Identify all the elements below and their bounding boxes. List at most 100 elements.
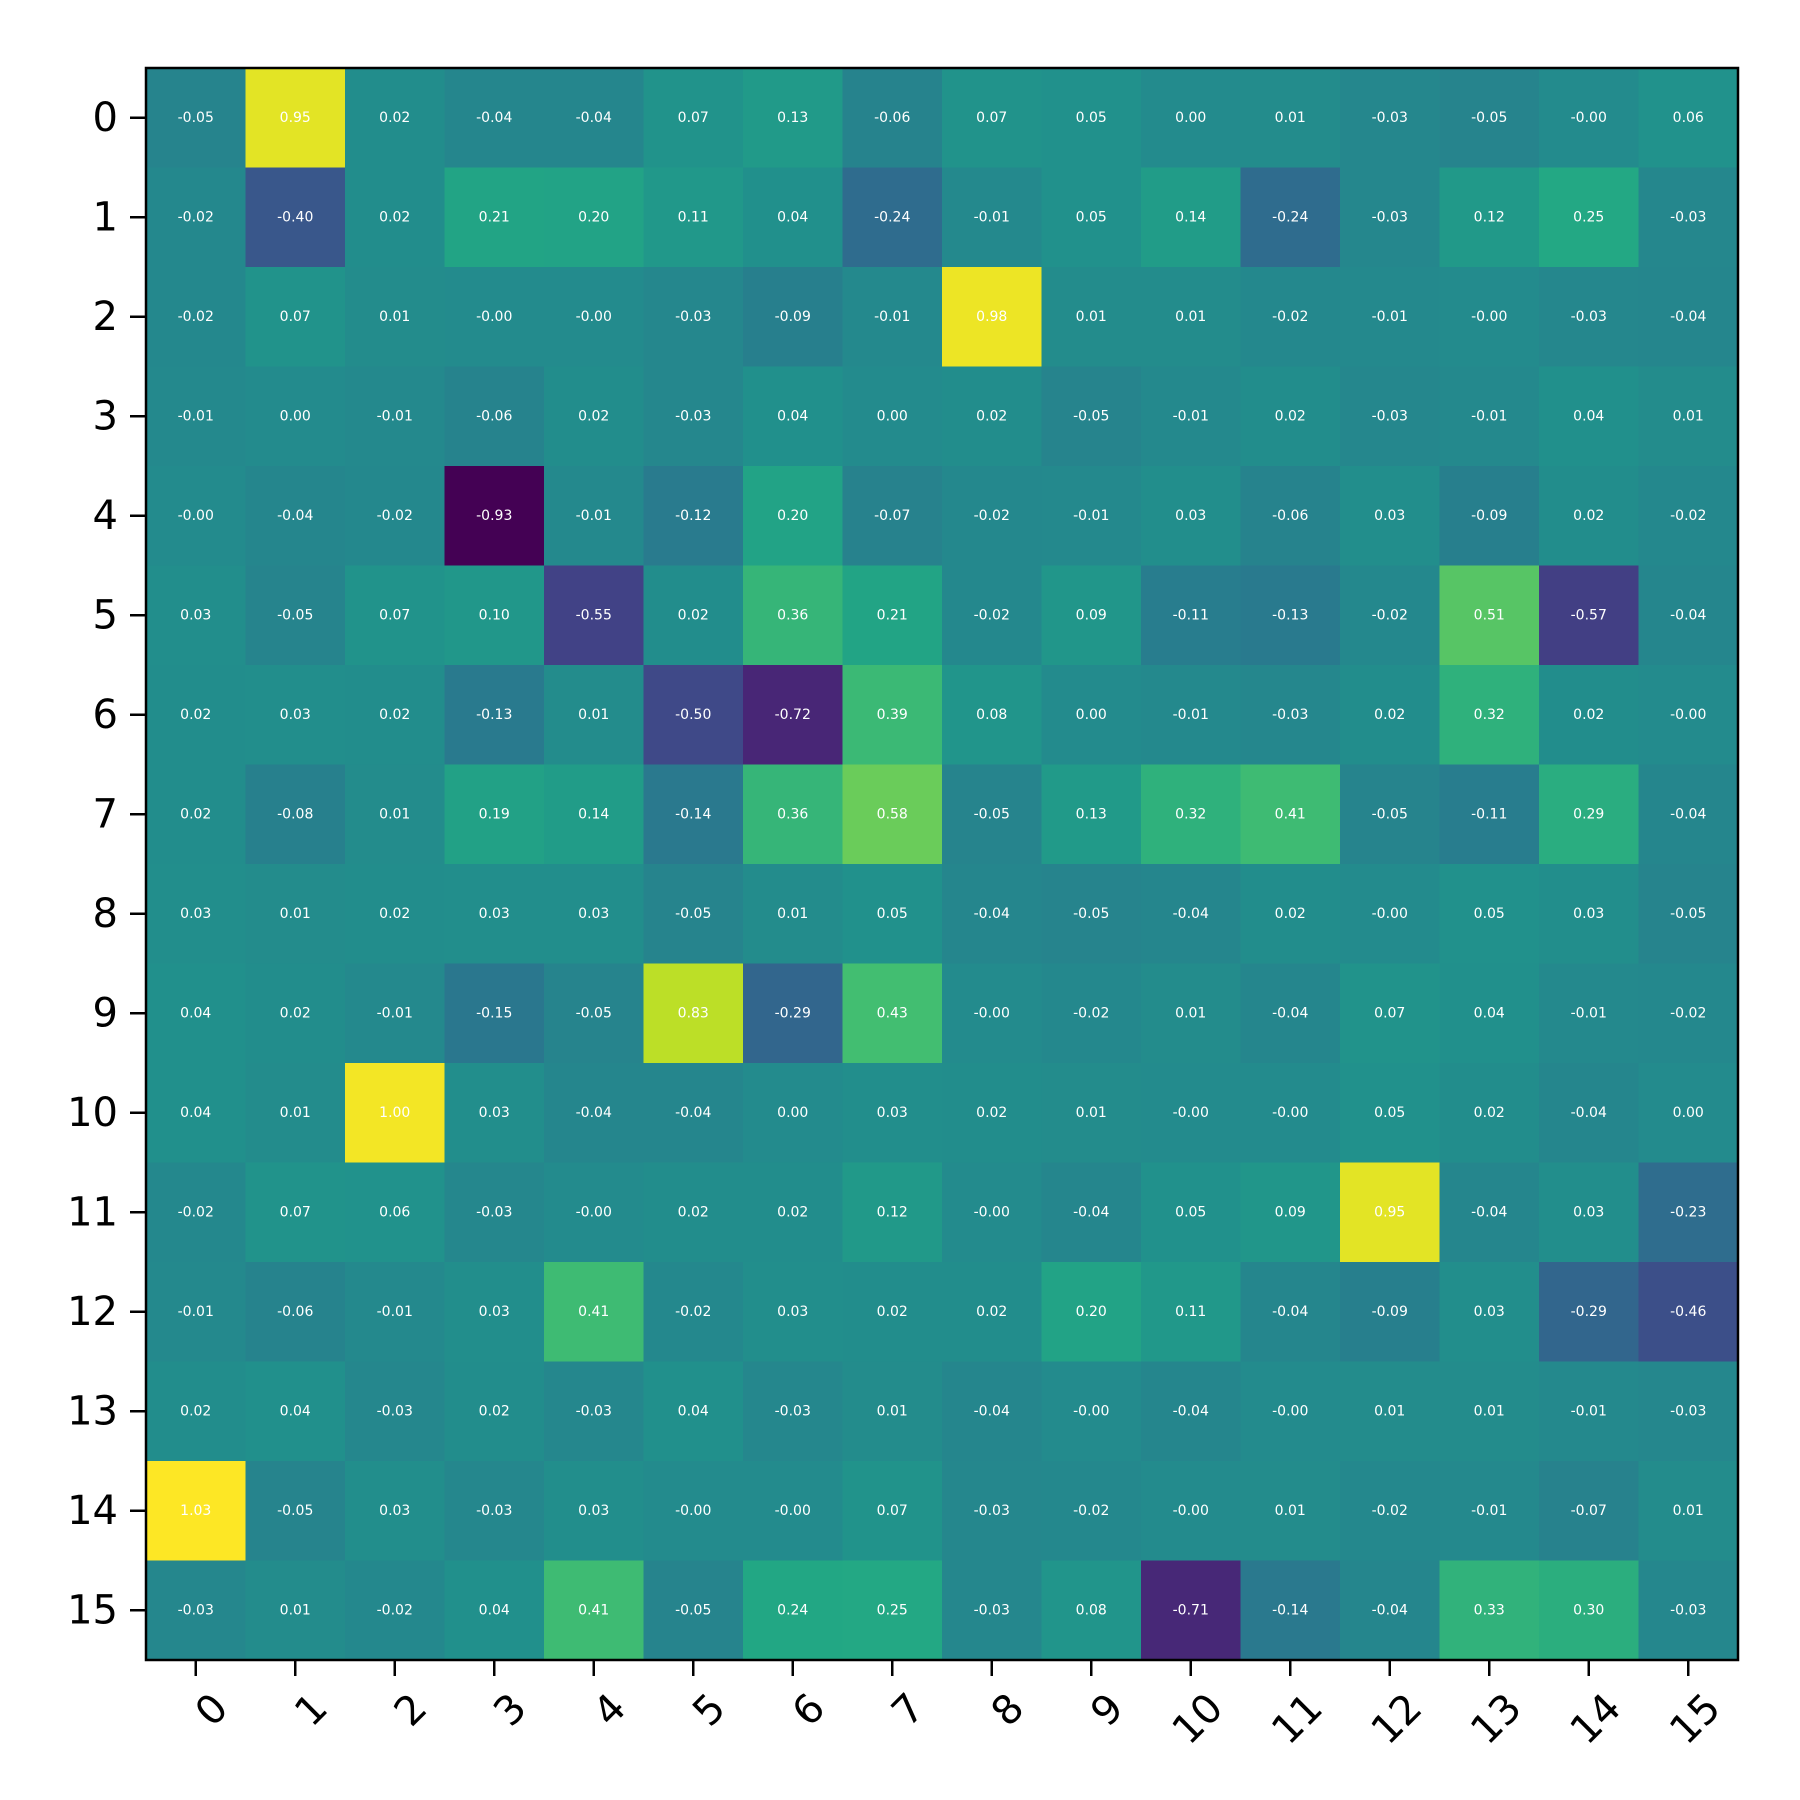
- heatmap-cell-r5-c0: [146, 565, 246, 666]
- heatmap-cell-r0-c9: [1041, 68, 1142, 168]
- heatmap-cell-label-r3-c13: -0.01: [1471, 408, 1507, 424]
- heatmap-cell-r1-c10: [1141, 167, 1241, 268]
- heatmap-cell-label-r12-c7: 0.02: [877, 1304, 908, 1320]
- heatmap-cell-label-r2-c6: -0.09: [775, 309, 811, 325]
- heatmap-cell-r6-c8: [942, 665, 1042, 765]
- heatmap-cell-r3-c4: [544, 366, 644, 467]
- heatmap-cell-label-r9-c7: 0.43: [877, 1005, 908, 1021]
- heatmap-cell-r9-c1: [245, 963, 346, 1064]
- heatmap-cell-r5-c12: [1340, 565, 1440, 666]
- heatmap-cell-r3-c2: [345, 366, 445, 467]
- heatmap-cell-label-r6-c12: 0.02: [1374, 707, 1405, 723]
- heatmap-cell-r11-c9: [1041, 1162, 1142, 1263]
- heatmap-cell-r3-c13: [1439, 366, 1540, 467]
- x-tick-label-2: 2: [386, 1685, 437, 1736]
- heatmap-cell-label-r14-c15: 0.01: [1673, 1503, 1704, 1519]
- heatmap-cell-label-r11-c5: 0.02: [678, 1204, 709, 1220]
- heatmap-cell-r13-c15: [1638, 1361, 1739, 1462]
- y-tick-label-15: 15: [67, 1587, 118, 1633]
- heatmap-cell-r13-c7: [842, 1361, 943, 1462]
- heatmap-cell-r9-c0: [146, 963, 246, 1064]
- heatmap-cell-label-r10-c1: 0.01: [280, 1105, 311, 1121]
- heatmap-cell-r9-c5: [643, 963, 744, 1064]
- heatmap-cell-r12-c3: [444, 1262, 545, 1362]
- heatmap-cell-r9-c7: [842, 963, 943, 1064]
- x-tick-label-8: 8: [983, 1685, 1034, 1736]
- heatmap-cell-label-r10-c14: -0.04: [1571, 1105, 1607, 1121]
- heatmap-cell-label-r4-c12: 0.03: [1374, 508, 1405, 524]
- heatmap-cell-r4-c5: [643, 466, 744, 566]
- heatmap-cell-label-r0-c13: -0.05: [1471, 110, 1507, 126]
- heatmap-cell-r2-c3: [444, 267, 545, 367]
- heatmap-cell-label-r12-c1: -0.06: [277, 1304, 313, 1320]
- heatmap-cell-label-r4-c9: -0.01: [1073, 508, 1109, 524]
- heatmap-cell-r12-c7: [842, 1262, 943, 1362]
- heatmap-cell-r5-c8: [942, 565, 1042, 666]
- heatmap-cell-label-r12-c13: 0.03: [1474, 1304, 1505, 1320]
- heatmap-cell-r15-c9: [1041, 1560, 1142, 1661]
- heatmap-cell-label-r10-c5: -0.04: [675, 1105, 711, 1121]
- x-tick-label-10: 10: [1164, 1685, 1233, 1754]
- heatmap-cell-label-r2-c4: -0.00: [576, 309, 612, 325]
- heatmap-cell-label-r9-c2: -0.01: [377, 1005, 413, 1021]
- heatmap-cell-label-r10-c6: 0.00: [777, 1105, 808, 1121]
- heatmap-cell-r7-c6: [743, 764, 843, 865]
- y-tick-label-2: 2: [93, 294, 118, 340]
- heatmap-cell-r6-c10: [1141, 665, 1241, 765]
- heatmap-cell-r7-c3: [444, 764, 545, 865]
- heatmap-cell-label-r2-c13: -0.00: [1471, 309, 1507, 325]
- heatmap-cell-label-r1-c8: -0.01: [974, 209, 1010, 225]
- heatmap-cell-r8-c5: [643, 864, 744, 964]
- heatmap-cell-r3-c14: [1539, 366, 1639, 467]
- heatmap-cell-r0-c14: [1539, 68, 1639, 168]
- heatmap-cell-r9-c12: [1340, 963, 1440, 1064]
- heatmap-cell-label-r12-c15: -0.46: [1670, 1304, 1706, 1320]
- heatmap-cell-label-r0-c15: 0.06: [1673, 110, 1704, 126]
- heatmap-cell-label-r3-c9: -0.05: [1073, 408, 1109, 424]
- heatmap-cell-r8-c7: [842, 864, 943, 964]
- heatmap-cell-label-r2-c14: -0.03: [1571, 309, 1607, 325]
- heatmap-cell-label-r8-c11: 0.02: [1275, 906, 1306, 922]
- y-tick-label-5: 5: [93, 592, 118, 638]
- heatmap-cell-r10-c15: [1638, 1063, 1739, 1163]
- heatmap-cell-r12-c13: [1439, 1262, 1540, 1362]
- heatmap-cell-label-r13-c7: 0.01: [877, 1403, 908, 1419]
- heatmap-cell-label-r12-c3: 0.03: [479, 1304, 510, 1320]
- heatmap-cell-r15-c0: [146, 1560, 246, 1661]
- heatmap-cell-r11-c14: [1539, 1162, 1639, 1263]
- heatmap-cell-r3-c7: [842, 366, 943, 467]
- heatmap-cell-r14-c0: [146, 1461, 246, 1561]
- heatmap-cell-r11-c8: [942, 1162, 1042, 1263]
- heatmap-cell-r13-c8: [942, 1361, 1042, 1462]
- heatmap-cell-label-r12-c11: -0.04: [1272, 1304, 1308, 1320]
- heatmap-cell-label-r1-c10: 0.14: [1175, 209, 1206, 225]
- y-tick-label-3: 3: [93, 393, 118, 439]
- heatmap-cell-r14-c10: [1141, 1461, 1241, 1561]
- heatmap-cell-r14-c8: [942, 1461, 1042, 1561]
- heatmap-cell-r1-c11: [1240, 167, 1341, 268]
- heatmap-cell-label-r1-c5: 0.11: [678, 209, 709, 225]
- heatmap-cell-label-r1-c14: 0.25: [1573, 209, 1604, 225]
- y-tick-label-8: 8: [93, 891, 118, 937]
- heatmap-cell-r5-c4: [544, 565, 644, 666]
- heatmap-cell-label-r11-c0: -0.02: [178, 1204, 214, 1220]
- heatmap-cell-labels: -0.05 0.95 0.02 -0.04 -0.04 0.07 0.13 -0.06 0.07…: [178, 110, 1707, 1619]
- heatmap-cell-r13-c2: [345, 1361, 445, 1462]
- heatmap-cell-r12-c11: [1240, 1262, 1341, 1362]
- heatmap-cell-label-r0-c0: -0.05: [178, 110, 214, 126]
- heatmap-cell-label-r9-c8: -0.00: [974, 1005, 1010, 1021]
- heatmap-cell-r11-c2: [345, 1162, 445, 1263]
- heatmap-cell-label-r3-c4: 0.02: [578, 408, 609, 424]
- heatmap-cell-r7-c5: [643, 764, 744, 865]
- heatmap-cell-label-r15-c5: -0.05: [675, 1602, 711, 1618]
- heatmap-cell-label-r13-c3: 0.02: [479, 1403, 510, 1419]
- y-tick-label-12: 12: [67, 1289, 118, 1335]
- heatmap-cell-label-r7-c12: -0.05: [1372, 806, 1408, 822]
- heatmap-cell-r6-c5: [643, 665, 744, 765]
- heatmap-cell-label-r14-c3: -0.03: [476, 1503, 512, 1519]
- heatmap-cell-r9-c2: [345, 963, 445, 1064]
- heatmap-cell-label-r4-c0: -0.00: [178, 508, 214, 524]
- heatmap-cell-label-r14-c2: 0.03: [379, 1503, 410, 1519]
- heatmap-cell-label-r15-c13: 0.33: [1474, 1602, 1505, 1618]
